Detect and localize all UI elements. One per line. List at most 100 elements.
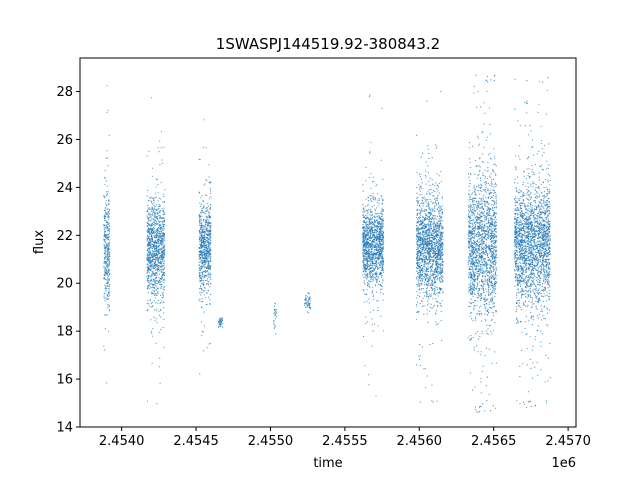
data-point [219, 322, 221, 325]
data-point [442, 267, 444, 269]
data-point [380, 284, 382, 286]
data-point [427, 165, 429, 167]
data-point [374, 264, 376, 266]
data-point [105, 248, 107, 250]
data-point [377, 233, 379, 235]
data-point [105, 224, 108, 226]
data-point [146, 235, 148, 237]
data-point [157, 251, 159, 253]
data-point [158, 257, 161, 259]
data-point [157, 230, 159, 232]
data-point [440, 219, 442, 221]
data-point [424, 227, 426, 229]
data-point [155, 254, 157, 256]
data-point [202, 220, 205, 222]
data-point [201, 289, 203, 291]
data-point [162, 235, 164, 238]
data-point [422, 253, 424, 255]
data-point [419, 216, 421, 218]
data-point [433, 222, 435, 225]
data-point [378, 239, 380, 241]
data-point [439, 221, 441, 223]
observation-segment [103, 85, 111, 384]
data-point [159, 258, 161, 260]
data-point [149, 265, 152, 268]
data-point [151, 263, 153, 265]
data-point [152, 258, 154, 260]
data-point [370, 173, 372, 175]
data-point [372, 176, 374, 178]
data-point [374, 249, 376, 251]
data-point [429, 189, 431, 191]
data-point [198, 214, 200, 216]
data-point [199, 240, 201, 242]
data-point [163, 256, 165, 258]
data-point [383, 240, 385, 242]
data-point [146, 271, 148, 273]
data-point [151, 301, 153, 304]
data-point [416, 275, 418, 277]
data-point [438, 242, 441, 244]
data-point [156, 213, 158, 215]
data-point [381, 254, 384, 256]
data-point [156, 211, 158, 213]
data-point [158, 314, 160, 317]
data-point [106, 193, 108, 195]
data-point [274, 308, 276, 310]
data-point [163, 237, 165, 239]
data-point [204, 183, 206, 185]
data-point [371, 318, 373, 320]
data-point [382, 239, 384, 241]
data-point [372, 257, 374, 259]
data-point [426, 287, 429, 289]
data-point [425, 252, 427, 254]
data-point [378, 216, 380, 218]
data-point [373, 270, 375, 272]
data-point [201, 307, 203, 309]
data-point [434, 231, 436, 233]
data-point [106, 221, 109, 223]
data-point [148, 233, 150, 235]
data-point [147, 257, 149, 259]
data-point [103, 209, 105, 212]
data-point [199, 261, 202, 263]
data-point [374, 199, 376, 201]
data-point [201, 239, 203, 241]
data-point [207, 278, 209, 280]
data-point [373, 243, 375, 246]
data-point [148, 237, 150, 239]
data-point [199, 373, 201, 375]
data-point [436, 188, 438, 190]
data-point [204, 260, 206, 262]
data-point [105, 290, 107, 292]
data-point [376, 281, 378, 283]
data-point [437, 286, 439, 288]
data-point [381, 229, 383, 231]
data-point [439, 291, 441, 293]
data-point [372, 273, 374, 276]
data-point [376, 207, 378, 209]
data-point [430, 283, 432, 285]
data-point [206, 247, 209, 249]
data-point [108, 134, 110, 136]
data-point [154, 208, 156, 210]
data-point [161, 265, 163, 267]
data-point [368, 176, 370, 178]
data-point [433, 277, 435, 279]
data-point [382, 227, 384, 229]
data-point [376, 213, 378, 215]
data-point [149, 253, 151, 255]
data-point [418, 310, 420, 313]
data-point [207, 283, 209, 285]
data-point [152, 251, 154, 253]
data-point [199, 231, 201, 233]
data-point [381, 219, 383, 221]
data-point [382, 248, 384, 250]
data-point [208, 251, 210, 253]
data-point [162, 260, 164, 262]
data-point [380, 289, 382, 291]
data-point [206, 255, 208, 257]
data-point [305, 303, 308, 305]
data-point [155, 274, 157, 276]
data-point [369, 223, 371, 225]
